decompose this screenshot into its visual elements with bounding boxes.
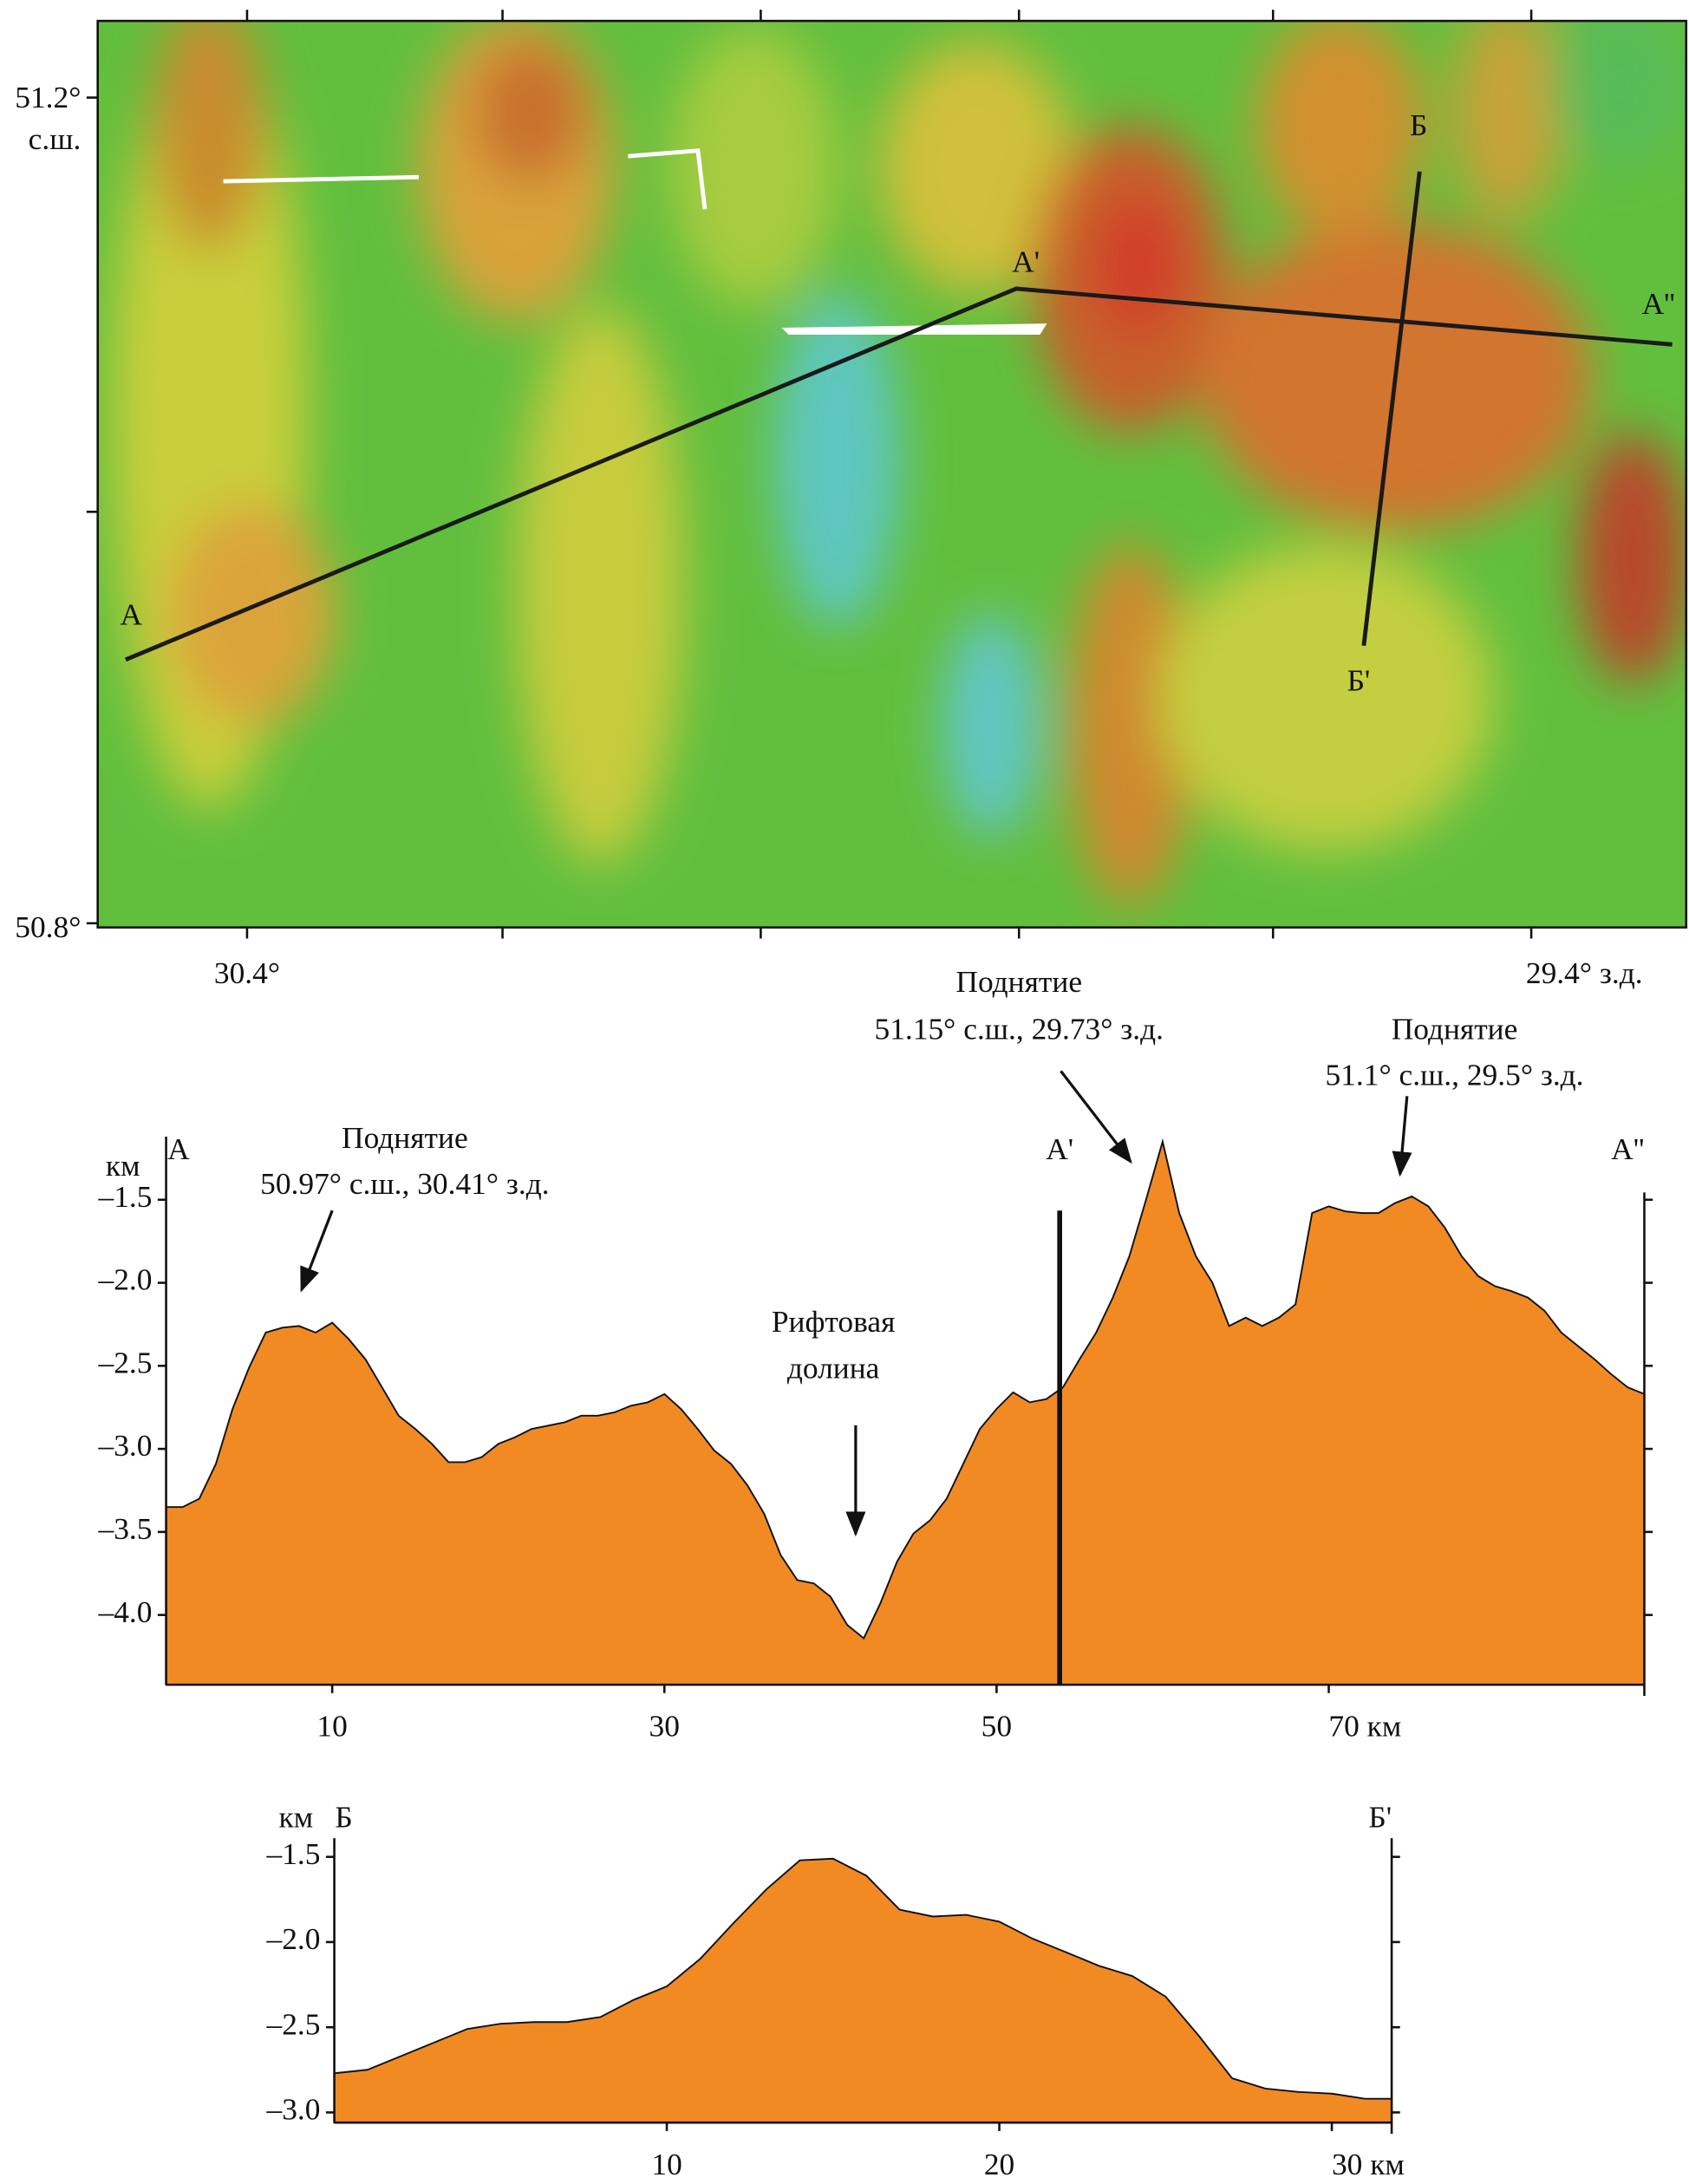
- lat-label: с.ш.: [29, 121, 82, 156]
- lon-label: 29.4° з.д.: [1526, 955, 1643, 990]
- annotation-arrow: [1392, 1096, 1412, 1177]
- map-frame: [96, 19, 1688, 929]
- y-tick-label: –3.5: [98, 1511, 153, 1546]
- map-ticks: [86, 10, 1533, 939]
- section-end-label: А: [167, 1131, 190, 1166]
- annotation-arrow: [1060, 1070, 1132, 1164]
- profile-area: [333, 1857, 1393, 2124]
- point-label: А': [1012, 244, 1040, 279]
- y-tick-label: –3.0: [98, 1428, 153, 1463]
- y-tick-label: –2.0: [266, 1921, 321, 1956]
- y-tick-label: –2.5: [98, 1345, 153, 1379]
- section-marker-label: А': [1046, 1131, 1073, 1166]
- bathymetry-map: [97, 21, 1686, 928]
- annotation: 50.97° с.ш., 30.41° з.д.: [260, 1166, 549, 1201]
- point-label: Б: [1410, 108, 1427, 142]
- y-tick-label: –2.5: [266, 2006, 321, 2041]
- y-tick-label: –1.5: [266, 1836, 321, 1871]
- profile-area: [165, 1138, 1646, 1686]
- annotation-arrow: [300, 1209, 334, 1293]
- x-tick-label: 30: [649, 1709, 680, 1744]
- point-label: А'': [1642, 286, 1675, 321]
- annotation: Поднятие: [342, 1120, 468, 1155]
- section-end-label: Б': [1368, 1799, 1392, 1834]
- x-tick-label: 70 км: [1328, 1709, 1401, 1744]
- y-tick-label: –2.0: [98, 1262, 153, 1297]
- section-end-label: А'': [1611, 1131, 1644, 1166]
- point-label: А: [120, 597, 142, 632]
- y-tick-label: –1.5: [98, 1179, 153, 1214]
- annotation: 51.1° с.ш., 29.5° з.д.: [1326, 1058, 1584, 1092]
- x-tick-label: 50: [981, 1709, 1012, 1744]
- x-tick-label: 20: [984, 2147, 1014, 2181]
- point-label: Б': [1347, 662, 1371, 697]
- x-tick-label: 10: [651, 2147, 681, 2181]
- x-tick-label: 10: [316, 1709, 347, 1744]
- y-axis-unit: км: [278, 1799, 313, 1834]
- x-tick-label: 30 км: [1332, 2147, 1405, 2181]
- profile-lines: [124, 171, 1673, 662]
- annotation: Поднятие: [955, 964, 1082, 999]
- annotation: 51.15° с.ш., 29.73° з.д.: [875, 1011, 1164, 1046]
- y-tick-label: –3.0: [266, 2092, 321, 2127]
- section-end-label: Б: [335, 1799, 352, 1834]
- annotation: Рифтовая: [772, 1304, 896, 1339]
- y-axis-unit: км: [106, 1148, 140, 1183]
- lat-label: 51.2°: [15, 80, 81, 114]
- annotation: Поднятие: [1392, 1011, 1518, 1046]
- lat-label: 50.8°: [15, 909, 81, 944]
- y-tick-label: –4.0: [98, 1594, 153, 1629]
- annotation: долина: [787, 1350, 880, 1385]
- lon-label: 30.4°: [214, 955, 280, 990]
